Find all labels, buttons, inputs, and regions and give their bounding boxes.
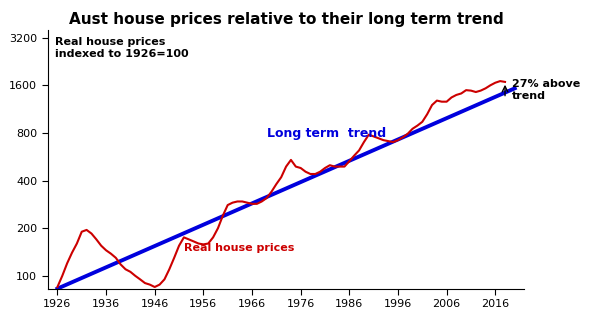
Text: Real house prices
indexed to 1926=100: Real house prices indexed to 1926=100 bbox=[55, 37, 188, 59]
Text: Long term  trend: Long term trend bbox=[266, 127, 386, 140]
Text: 27% above
trend: 27% above trend bbox=[513, 79, 581, 101]
Text: Real house prices: Real house prices bbox=[184, 243, 294, 253]
Title: Aust house prices relative to their long term trend: Aust house prices relative to their long… bbox=[69, 12, 504, 27]
